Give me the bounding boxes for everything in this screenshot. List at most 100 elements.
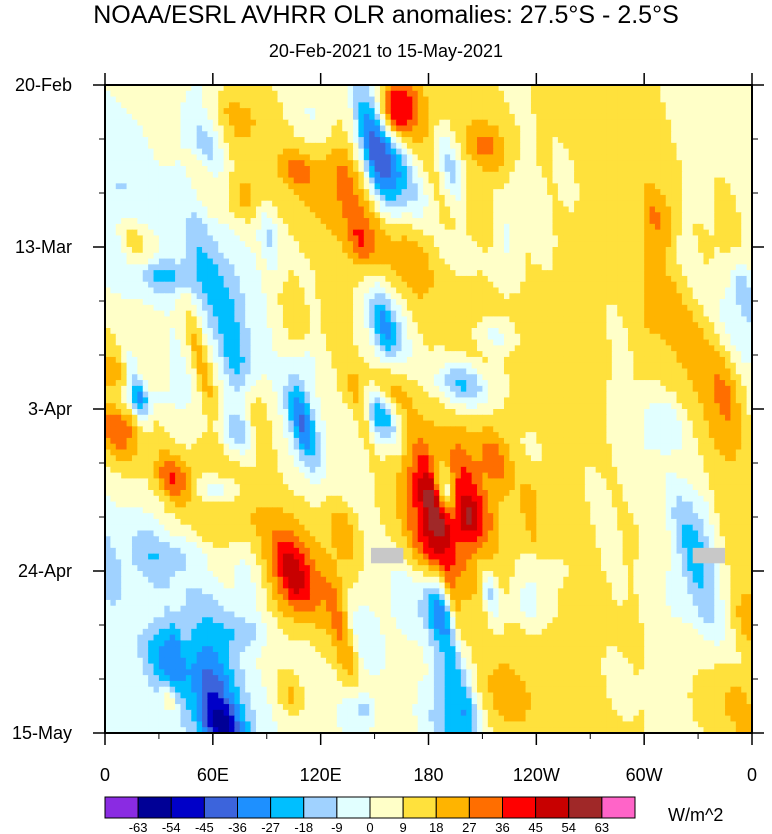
field-cell <box>498 287 505 294</box>
field-cell <box>126 148 133 156</box>
field-cell <box>627 281 634 289</box>
field-cell <box>175 218 182 225</box>
field-cell <box>277 137 284 144</box>
field-cell <box>692 102 699 109</box>
field-cell <box>541 212 548 219</box>
field-cell <box>320 160 327 167</box>
field-cell <box>514 96 521 103</box>
field-cell <box>725 264 732 271</box>
field-cell <box>110 194 117 202</box>
field-cell <box>288 177 295 184</box>
field-cell <box>719 304 726 312</box>
field-cell <box>164 287 171 294</box>
field-cell <box>218 154 225 161</box>
field-cell <box>164 258 171 265</box>
field-cell <box>266 113 273 121</box>
field-cell <box>660 125 667 132</box>
field-cell <box>277 229 284 237</box>
field-cell <box>644 148 651 156</box>
field-cell <box>261 258 268 265</box>
field-cell <box>234 299 241 306</box>
field-cell <box>563 241 570 248</box>
field-cell <box>358 183 365 190</box>
field-cell <box>202 252 209 260</box>
field-cell <box>309 131 316 138</box>
field-cell <box>477 252 484 260</box>
field-cell <box>439 148 446 156</box>
field-cell <box>579 90 586 98</box>
field-cell <box>207 275 214 283</box>
field-cell <box>131 102 138 109</box>
field-cell <box>417 200 424 208</box>
field-cell <box>568 194 575 202</box>
field-cell <box>401 148 408 156</box>
field-cell <box>455 293 462 300</box>
field-cell <box>719 125 726 132</box>
field-cell <box>493 241 500 248</box>
field-cell <box>331 125 338 132</box>
field-cell <box>547 194 554 202</box>
field-cell <box>121 166 128 173</box>
field-cell <box>681 171 688 179</box>
field-cell <box>277 177 284 184</box>
field-cell <box>234 119 241 127</box>
field-cell <box>180 223 187 231</box>
field-cell <box>412 90 419 98</box>
field-cell <box>148 229 155 237</box>
field-cell <box>396 235 403 242</box>
field-cell <box>396 154 403 161</box>
field-cell <box>557 85 564 92</box>
field-cell <box>245 322 252 329</box>
field-cell <box>293 235 300 242</box>
field-cell <box>498 137 505 144</box>
field-cell <box>606 223 613 231</box>
field-cell <box>498 310 505 318</box>
field-cell <box>401 241 408 248</box>
field-cell <box>584 258 591 265</box>
field-cell <box>487 177 494 184</box>
field-cell <box>320 299 327 306</box>
field-cell <box>272 194 279 202</box>
field-cell <box>530 304 537 312</box>
field-cell <box>272 177 279 184</box>
field-cell <box>547 200 554 208</box>
field-cell <box>611 299 618 306</box>
field-cell <box>105 247 111 254</box>
field-cell <box>309 258 316 265</box>
field-cell <box>557 96 564 103</box>
field-cell <box>417 264 424 271</box>
field-cell <box>396 212 403 219</box>
field-cell <box>725 189 732 196</box>
field-cell <box>342 131 349 138</box>
field-cell <box>493 304 500 312</box>
field-cell <box>180 194 187 202</box>
field-cell <box>536 125 543 132</box>
field-cell <box>735 299 742 306</box>
field-cell <box>617 258 624 265</box>
field-cell <box>234 206 241 213</box>
field-cell <box>514 171 521 179</box>
field-cell <box>309 166 316 173</box>
field-cell <box>390 304 397 312</box>
field-cell <box>304 166 311 173</box>
field-cell <box>255 113 262 121</box>
field-cell <box>266 281 273 289</box>
field-cell <box>606 142 613 150</box>
field-cell <box>660 270 667 277</box>
field-cell <box>676 229 683 237</box>
field-cell <box>746 183 752 190</box>
field-cell <box>277 85 284 92</box>
field-cell <box>234 85 241 92</box>
field-cell <box>563 194 570 202</box>
field-cell <box>137 113 144 121</box>
field-cell <box>158 264 165 271</box>
field-cell <box>665 316 672 323</box>
field-cell <box>708 241 715 248</box>
field-cell <box>196 252 203 260</box>
field-cell <box>369 287 376 294</box>
field-cell <box>390 171 397 179</box>
field-cell <box>741 171 748 179</box>
field-cell <box>557 275 564 283</box>
field-cell <box>406 142 413 150</box>
field-cell <box>277 304 284 312</box>
